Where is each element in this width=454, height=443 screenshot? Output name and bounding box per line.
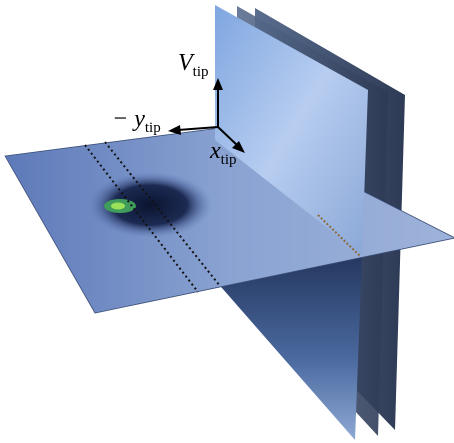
bright-core [111, 203, 125, 210]
axis-label: Vtip [178, 50, 209, 80]
axis-subscript: tip [145, 120, 161, 136]
axis-symbol: − y [112, 106, 145, 132]
figure: Vtip − ytip xtip [0, 0, 454, 443]
axis-subscript: tip [221, 152, 237, 168]
axis-symbol: x [209, 138, 221, 164]
axis-subscript: tip [193, 64, 209, 80]
axis-label: − ytip [112, 106, 161, 136]
